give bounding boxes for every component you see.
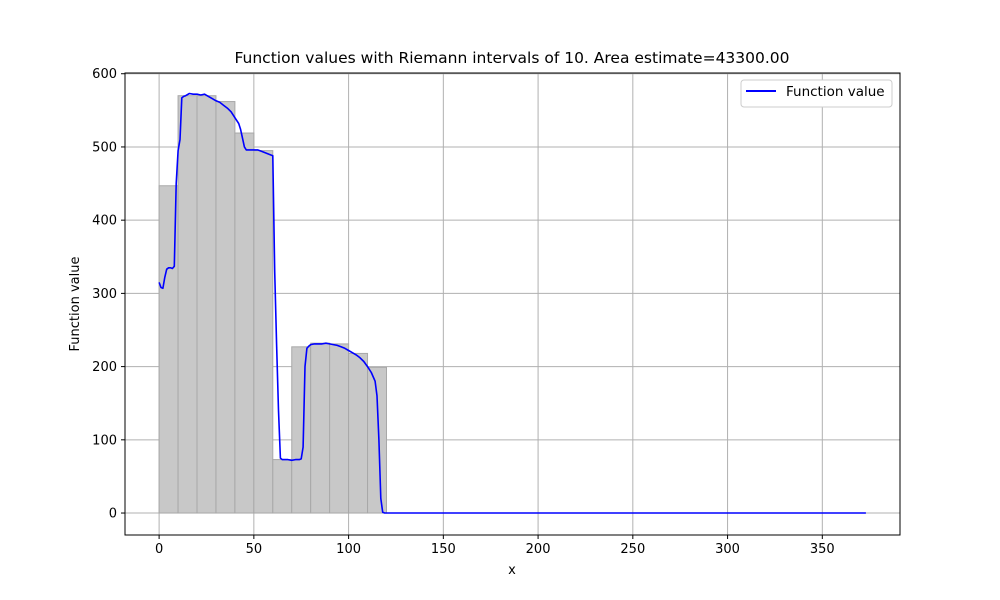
x-tick-label: 250 [620,542,645,557]
chart-title: Function values with Riemann intervals o… [234,49,789,67]
y-tick-label: 300 [92,287,117,302]
y-tick-label: 100 [92,433,117,448]
x-tick-label: 150 [431,542,456,557]
legend-box [740,79,893,108]
plot-frame [124,72,901,536]
riemann-bar [234,132,255,514]
y-tick-label: 0 [109,507,117,522]
riemann-bar [215,101,236,514]
riemann-bar [272,459,293,514]
x-tick-label: 50 [246,542,263,557]
y-tick-label: 200 [92,360,117,375]
x-tick-label: 350 [810,542,835,557]
riemann-bar [253,150,274,514]
y-tick-label: 500 [92,140,117,155]
x-axis-label: x [508,563,516,578]
y-tick-label: 400 [92,214,117,229]
riemann-bar [310,342,331,514]
legend: Function value [740,79,893,108]
riemann-bars [158,95,387,514]
x-tick-label: 300 [715,542,740,557]
x-tick-label: 0 [155,542,163,557]
x-tick-label: 100 [336,542,361,557]
riemann-bar [196,95,217,514]
riemann-bar [177,95,198,514]
riemann-bar [348,352,369,514]
y-tick-label: 600 [92,67,117,82]
legend-label: Function value [786,84,885,100]
riemann-bar [291,346,312,514]
riemann-bar [367,366,387,514]
axis-ticks: 0 50 100 150 200 250 300 350 0 100 200 300 400 500 600 [92,67,835,557]
x-tick-label: 200 [526,542,551,557]
function-line [158,92,866,514]
y-axis-label: Function value [68,257,83,352]
riemann-bar [329,343,350,514]
series-line [158,92,866,514]
